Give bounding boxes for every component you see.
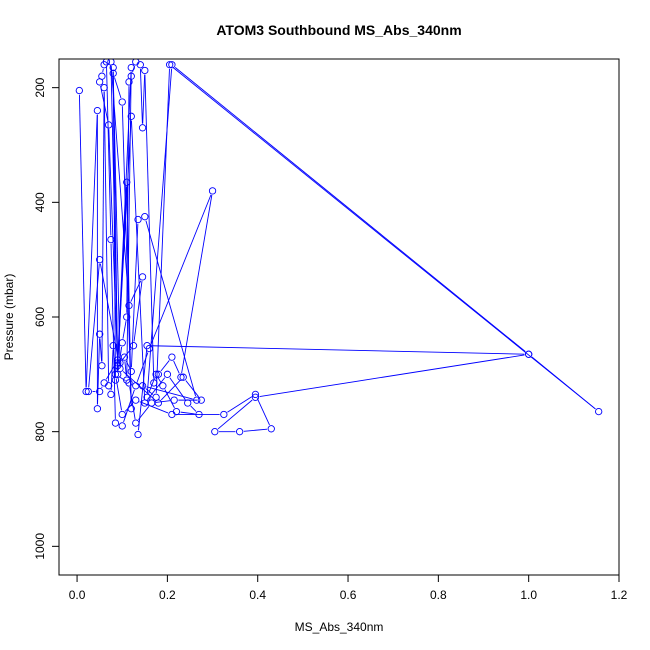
data-point: [119, 340, 125, 346]
series-line-segment: [181, 412, 195, 414]
series-line-segment: [102, 92, 104, 362]
series-line-segment: [131, 121, 144, 399]
data-point: [185, 400, 191, 406]
series-line-segment: [100, 338, 102, 361]
series-line-segment: [79, 95, 86, 388]
plot-area: [76, 59, 602, 438]
data-point: [108, 59, 114, 65]
series-line-segment: [161, 360, 169, 371]
series-line-segment: [102, 387, 103, 388]
data-point: [173, 408, 179, 414]
series-line-segment: [260, 355, 525, 397]
data-point: [108, 391, 114, 397]
data-point: [130, 342, 136, 348]
series-line-segment: [156, 69, 169, 393]
data-point: [76, 87, 82, 93]
data-point: [209, 188, 215, 194]
series-line-segment: [145, 75, 154, 379]
x-axis: 0.0 0.2 0.4 0.6 0.8 1.0 1.2: [69, 575, 628, 602]
x-axis-label: MS_Abs_340nm: [295, 620, 384, 634]
data-point: [119, 99, 125, 105]
data-point: [198, 397, 204, 403]
y-tick-label: 400: [33, 192, 47, 212]
series-line-segment: [175, 67, 525, 351]
data-point: [139, 125, 145, 131]
data-point: [119, 423, 125, 429]
data-point: [142, 67, 148, 73]
x-tick-label: 0.6: [340, 588, 357, 602]
series-line-segment: [218, 400, 252, 429]
series-line-segment: [86, 115, 97, 388]
data-point: [112, 420, 118, 426]
data-point: [128, 368, 134, 374]
series-line-segment: [158, 378, 161, 382]
series-line-segment: [257, 398, 269, 425]
series-line-segment: [191, 406, 196, 411]
chart-title: ATOM3 Southbound MS_Abs_340nm: [216, 22, 461, 38]
x-tick-label: 0.0: [69, 588, 86, 602]
x-tick-label: 0.2: [159, 588, 176, 602]
x-tick-label: 1.0: [520, 588, 537, 602]
data-point: [119, 411, 125, 417]
series-line-segment: [114, 77, 121, 98]
data-point: [164, 371, 170, 377]
data-point: [212, 428, 218, 434]
series-line-segment: [147, 69, 171, 393]
series-line-segment: [174, 361, 180, 373]
data-point: [268, 426, 274, 432]
data-point: [169, 411, 175, 417]
data-point: [133, 59, 139, 65]
x-tick-label: 0.4: [249, 588, 266, 602]
data-point: [236, 428, 242, 434]
data-point: [148, 400, 154, 406]
series-line-segment: [123, 321, 126, 339]
series-line-segment: [156, 378, 157, 379]
series-line-segment: [143, 75, 145, 124]
y-tick-label: 200: [33, 77, 47, 97]
data-point: [133, 420, 139, 426]
data-point: [142, 213, 148, 219]
series-line-segment: [107, 66, 111, 235]
data-point: [101, 380, 107, 386]
series-line-segment: [227, 397, 252, 413]
data-point: [171, 397, 177, 403]
data-point: [101, 84, 107, 90]
series-line-segment: [156, 401, 170, 403]
y-tick-label: 600: [33, 307, 47, 327]
data-point: [99, 363, 105, 369]
data-point: [155, 400, 161, 406]
data-point: [169, 354, 175, 360]
data-point: [525, 351, 531, 357]
data-point: [96, 79, 102, 85]
x-tick-label: 0.8: [430, 588, 447, 602]
data-point: [137, 62, 143, 68]
data-point: [133, 397, 139, 403]
series-line-segment: [244, 429, 267, 431]
data-point: [160, 383, 166, 389]
series-line-segment: [140, 69, 142, 124]
plot-frame: [59, 59, 619, 575]
data-point: [595, 408, 601, 414]
series-line-segment: [151, 346, 524, 354]
data-point: [94, 406, 100, 412]
series-line-segment: [173, 67, 595, 409]
x-tick-label: 1.2: [611, 588, 628, 602]
data-point: [139, 274, 145, 280]
series-line-segment: [125, 403, 133, 411]
y-axis-label: Pressure (mbar): [2, 274, 16, 361]
series-line-segment: [103, 69, 104, 72]
series-line-segment: [147, 387, 193, 399]
data-point: [133, 383, 139, 389]
data-point: [135, 431, 141, 437]
data-point: [221, 411, 227, 417]
data-point: [94, 107, 100, 113]
y-tick-label: 800: [33, 421, 47, 441]
data-point: [105, 122, 111, 128]
y-axis: 200 400 600 800 1000: [33, 77, 59, 559]
y-tick-label: 1000: [33, 533, 47, 560]
series-line-segment: [140, 402, 168, 413]
